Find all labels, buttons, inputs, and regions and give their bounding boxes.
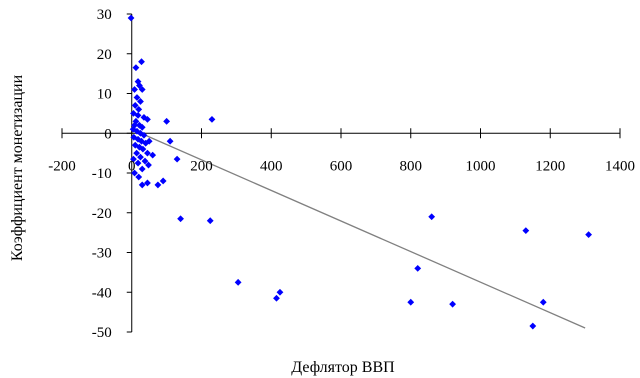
data-point (140, 131, 148, 139)
data-point (428, 213, 436, 221)
tick-labels-layer: -200 0 200 400 600 800 1000 1200 1400-50-40-30-2… (48, 7, 635, 341)
points-layer (127, 14, 593, 330)
data-point (138, 123, 146, 131)
data-point (138, 165, 146, 173)
y-tick-label: -10 (92, 166, 112, 182)
data-point (138, 86, 146, 93)
data-point (130, 109, 137, 117)
data-point (414, 265, 422, 272)
y-tick-label: 0 (104, 126, 112, 142)
data-point (133, 127, 141, 135)
data-point (131, 86, 138, 93)
data-point (142, 139, 150, 147)
x-tick-label: 400 (260, 158, 283, 174)
data-point (407, 298, 415, 306)
data-point (130, 155, 137, 163)
y-tick-label: -40 (92, 285, 112, 301)
data-point (144, 179, 151, 187)
y-tick-label: 30 (97, 7, 112, 23)
data-point (206, 217, 214, 225)
x-tick-label: 800 (400, 158, 423, 174)
y-tick-label: -50 (92, 325, 112, 341)
data-point (163, 117, 171, 125)
data-point (529, 322, 537, 330)
data-point (539, 298, 547, 306)
x-tick-label: 0 (128, 158, 136, 174)
data-point (134, 111, 142, 119)
data-point (177, 215, 184, 223)
data-point (166, 137, 174, 145)
data-point (585, 231, 593, 239)
data-point (145, 161, 152, 169)
data-point (173, 155, 181, 163)
data-point (135, 173, 143, 181)
ticks-layer (61, 13, 621, 333)
data-point (145, 137, 153, 145)
data-point (140, 113, 148, 121)
y-axis-title: Коэффициент монетизации (9, 74, 26, 261)
data-point (522, 227, 530, 235)
data-point (154, 181, 162, 189)
data-point (134, 78, 142, 85)
x-axis-title: Дефлятор ВВП (291, 359, 395, 376)
data-point (234, 278, 242, 286)
data-point (159, 177, 167, 185)
x-tick-label: 1000 (466, 158, 496, 174)
y-tick-label: 10 (97, 87, 112, 103)
data-point (144, 115, 151, 123)
x-tick-label: 1400 (605, 158, 635, 174)
data-point (449, 300, 456, 308)
data-point (208, 115, 216, 123)
x-tick-label: 600 (330, 158, 353, 174)
trendline-layer (131, 128, 586, 329)
data-point (129, 125, 137, 133)
data-point (132, 117, 140, 125)
x-tick-label: 200 (190, 158, 213, 174)
data-point (139, 145, 147, 153)
data-point (149, 151, 157, 159)
data-point (144, 149, 151, 157)
data-point (133, 94, 141, 101)
data-point (135, 106, 143, 113)
data-point (131, 169, 138, 177)
x-tick-label: 1200 (535, 158, 565, 174)
data-point (138, 181, 146, 189)
y-tick-label: 20 (97, 47, 112, 63)
data-point (132, 64, 140, 72)
y-tick-label: -30 (92, 246, 112, 262)
data-point (273, 294, 280, 302)
data-point (138, 58, 145, 66)
data-point (138, 137, 145, 145)
data-point (127, 14, 135, 22)
data-point (276, 288, 284, 296)
data-point (137, 98, 144, 105)
data-point (133, 149, 141, 157)
data-point (141, 157, 149, 165)
y-tick-label: -20 (92, 206, 112, 222)
trendline (131, 128, 586, 329)
data-point (134, 135, 142, 143)
data-point (137, 153, 144, 161)
data-point (131, 102, 139, 109)
data-point (134, 159, 142, 167)
x-tick-label: -200 (48, 158, 76, 174)
